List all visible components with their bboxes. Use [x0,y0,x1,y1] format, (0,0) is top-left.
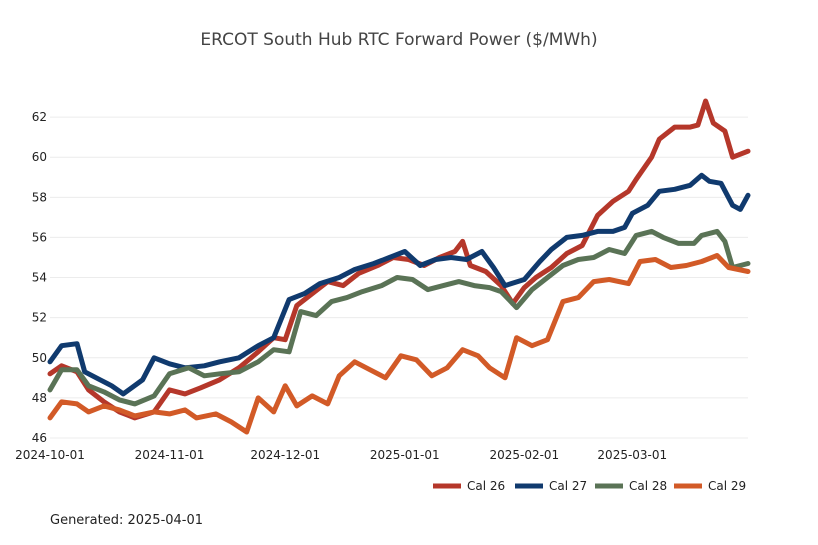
x-tick-label: 2025-03-01 [597,448,667,462]
x-tick-label: 2024-12-01 [250,448,320,462]
chart-title: ERCOT South Hub RTC Forward Power ($/MWh… [200,30,597,50]
y-tick-label: 60 [32,150,47,164]
y-tick-label: 54 [32,271,47,285]
y-tick-label: 46 [32,431,47,445]
y-tick-label: 50 [32,351,47,365]
legend: Cal 26 Cal 27 Cal 28 Cal 29 [433,479,746,493]
y-tick-label: 48 [32,391,47,405]
y-axis: 46 48 50 52 54 56 58 60 62 [32,110,47,445]
series-line-cal-27 [47,172,751,397]
series-line-cal-28 [47,228,751,407]
generated-note: Generated: 2025-04-01 [50,513,204,528]
y-tick-label: 58 [32,190,47,204]
x-tick-label: 2024-11-01 [135,448,205,462]
legend-label: Cal 26 [467,479,505,493]
y-tick-label: 56 [32,230,47,244]
x-tick-label: 2025-01-01 [370,448,440,462]
x-tick-label: 2024-10-01 [15,448,85,462]
legend-label: Cal 27 [549,479,587,493]
legend-label: Cal 29 [708,479,746,493]
y-tick-label: 52 [32,311,47,325]
x-tick-label: 2025-02-01 [489,448,559,462]
series-lines [47,98,751,435]
series-line-cal-29 [47,253,751,435]
legend-label: Cal 28 [629,479,667,493]
y-tick-label: 62 [32,110,47,124]
x-axis: 2024-10-01 2024-11-01 2024-12-01 2025-01-01… [15,448,667,462]
